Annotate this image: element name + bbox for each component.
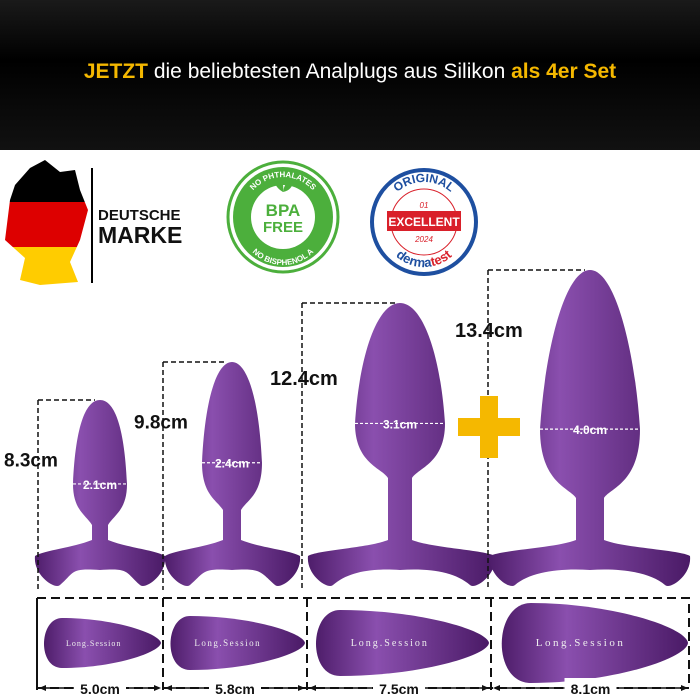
- bpa-free-badge: BPA FREE NO PHTHALATES NO BISPHENOL A: [226, 160, 340, 274]
- base-shape: [501, 603, 688, 683]
- base-width-label: 5.8cm: [215, 681, 255, 697]
- base-shape: [170, 616, 305, 670]
- brand-logo-text: Long.Session: [66, 639, 121, 648]
- base-shape: [315, 610, 489, 676]
- free-text: FREE: [263, 219, 303, 236]
- diameter-label: 3.1cm: [383, 417, 417, 431]
- dermatest-badge: ORIGINAL 01 EXCELLENT 2024 dermatest: [370, 168, 478, 276]
- header-banner: JETZT die beliebtesten Analplugs aus Sil…: [0, 0, 700, 150]
- brand-line2: MARKE: [98, 222, 182, 248]
- leaf-icon: [274, 178, 293, 192]
- length-label: 8.3cm: [4, 451, 58, 472]
- diameter-label: 2.1cm: [83, 478, 117, 492]
- base-view-3: Long.Session 7.5cm: [306, 598, 489, 697]
- plug-body: [489, 270, 691, 586]
- base-view-4: Long.Session 8.1cm: [490, 598, 688, 697]
- headline-highlight-set: als 4er Set: [511, 60, 617, 83]
- headline: JETZT die beliebtesten Analplugs aus Sil…: [0, 60, 700, 84]
- headline-text: die beliebtesten Analplugs aus Silikon: [148, 60, 512, 83]
- base-width-label: 7.5cm: [379, 681, 419, 697]
- plug-1: 2.1cm 8.3cm: [4, 399, 166, 590]
- plug-3: 3.1cm 12.4cm: [270, 302, 496, 590]
- length-label: 9.8cm: [134, 413, 188, 434]
- diameter-label: 2.4cm: [215, 457, 249, 471]
- brand-logo-text: Long.Session: [194, 638, 261, 648]
- plus-icon: [458, 396, 520, 458]
- base-width-label: 5.0cm: [80, 681, 120, 697]
- headline-highlight: JETZT: [83, 60, 148, 83]
- plug-body: [307, 303, 496, 586]
- year-text: 2024: [414, 235, 433, 244]
- plug-body: [164, 362, 301, 586]
- base-shape: [43, 618, 161, 668]
- germany-flag-map-icon: [5, 160, 88, 285]
- svg-text:ORIGINAL: ORIGINAL: [391, 171, 458, 195]
- diameter-label: 4.0cm: [573, 423, 607, 437]
- rating-num: 01: [420, 201, 429, 210]
- bpa-text: BPA: [266, 201, 301, 220]
- brand-logo-text: Long.Session: [351, 638, 429, 649]
- base-width-label: 8.1cm: [571, 681, 611, 697]
- length-label: 13.4cm: [455, 320, 523, 342]
- length-label: 12.4cm: [270, 368, 338, 390]
- plug-body: [34, 400, 166, 586]
- brand-logo-text: Long.Session: [536, 637, 626, 649]
- brand-line1: DEUTSCHE: [98, 207, 181, 224]
- original-text: ORIGINAL: [391, 171, 458, 195]
- base-view-1: Long.Session 5.0cm: [36, 598, 161, 697]
- base-view-2: Long.Session 5.8cm: [162, 598, 305, 697]
- plug-2: 2.4cm 9.8cm: [134, 361, 301, 590]
- excellent-label: EXCELLENT: [388, 215, 460, 229]
